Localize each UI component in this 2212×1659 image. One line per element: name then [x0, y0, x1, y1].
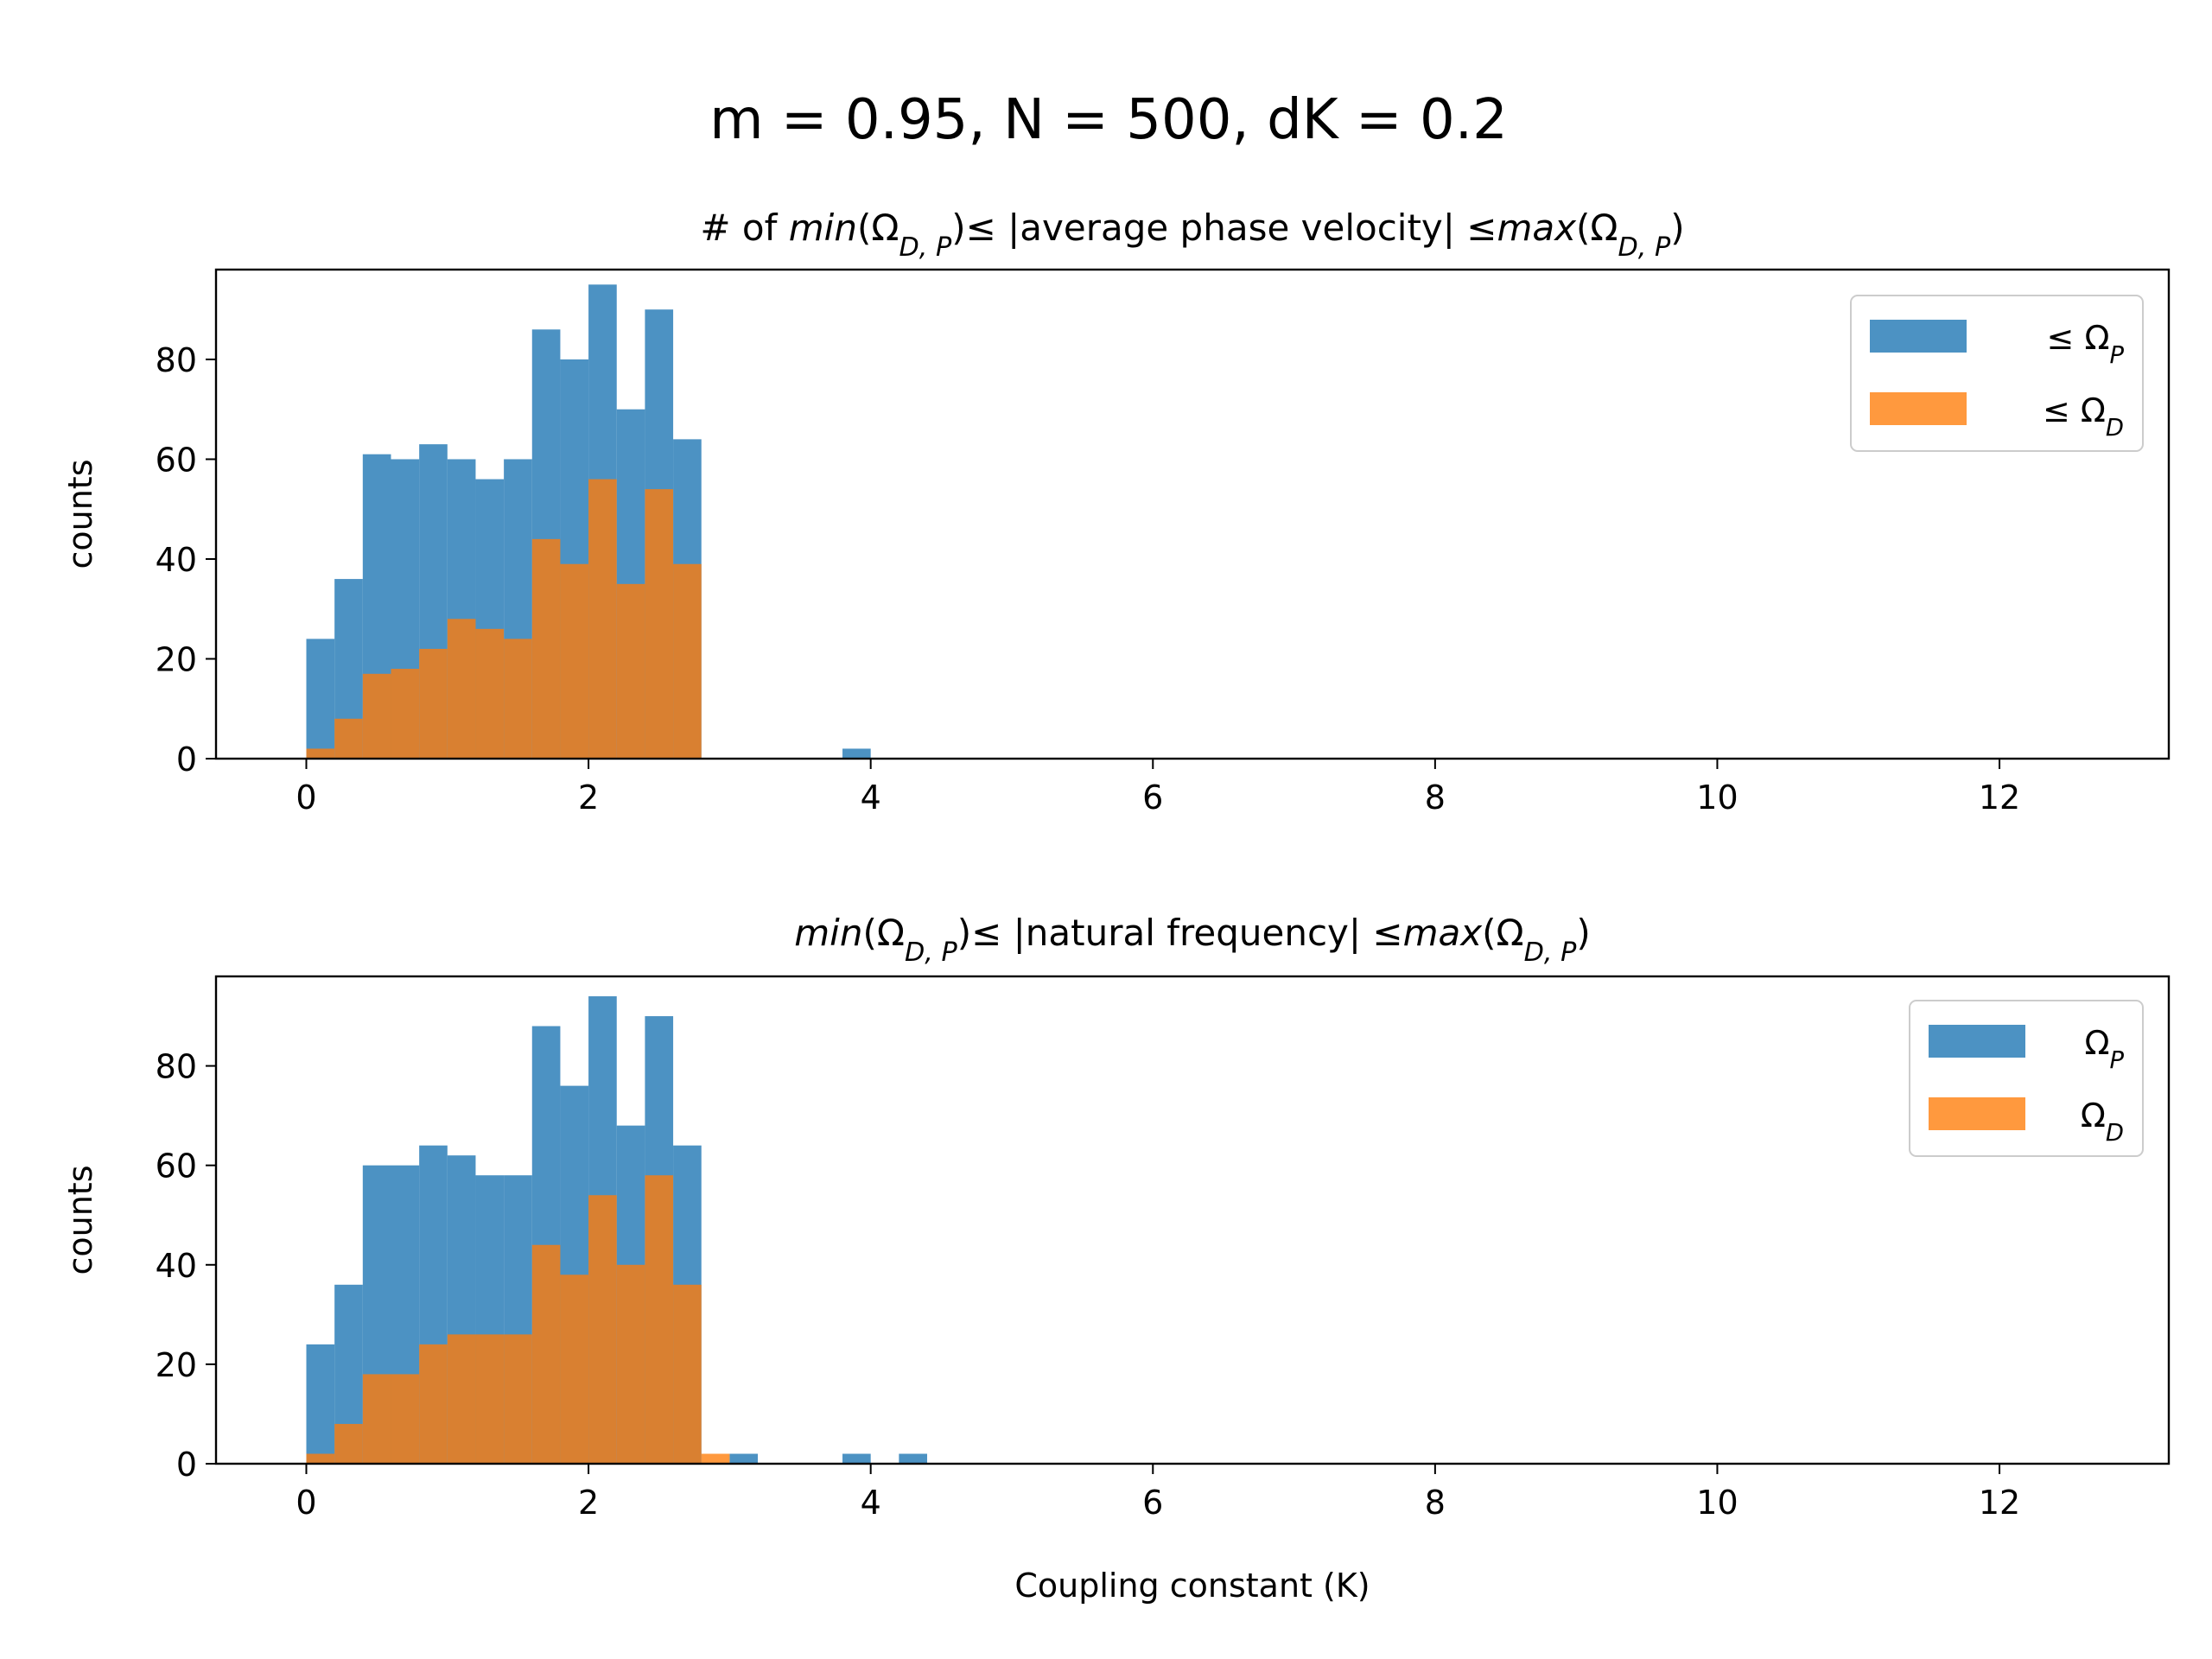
y-tick-label: 40: [156, 541, 197, 579]
bar-omega-d: [306, 748, 335, 759]
bar-omega-d: [504, 639, 532, 759]
x-tick-label: 8: [1425, 779, 1446, 817]
x-tick-label: 6: [1142, 1484, 1163, 1522]
x-tick-label: 6: [1142, 779, 1163, 817]
y-tick-label: 80: [156, 1048, 197, 1086]
bar-omega-d: [334, 1423, 363, 1464]
bar-omega-d: [362, 673, 391, 759]
y-tick-label: 60: [156, 441, 197, 479]
bar-omega-d: [362, 1374, 391, 1464]
bar-omega-d: [560, 563, 589, 759]
bar-omega-p: [842, 748, 871, 759]
bar-omega-p: [306, 639, 335, 759]
bottom-histogram-axes: 0 2 4 6 8 10 12 0 20 40 60 80 min(ΩD, P)≤ |natural f…: [61, 912, 2171, 1605]
bar-omega-d: [475, 628, 505, 759]
bar-omega-d: [391, 669, 420, 759]
bar-omega-d: [588, 479, 617, 759]
bar-omega-d: [504, 1334, 532, 1464]
axes-title: # of min(ΩD, P)≤ |average phase velocity…: [700, 207, 1684, 263]
x-tick-label: 0: [296, 1484, 316, 1522]
axes-frame: [214, 975, 2171, 1465]
legend-swatch: [1870, 320, 1967, 353]
legend-label: ≤ ΩP: [2047, 319, 2125, 369]
bar-omega-d: [616, 583, 645, 759]
bar-omega-d: [616, 1264, 645, 1464]
bar-omega-p: [306, 1344, 335, 1464]
x-axis-label: Coupling constant (K): [1014, 1567, 1370, 1605]
axes-frame: [214, 268, 2171, 760]
bar-omega-p: [899, 1453, 928, 1464]
bar-omega-d: [306, 1453, 335, 1464]
bar-omega-p: [729, 1453, 759, 1464]
y-tick-label: 20: [156, 1346, 197, 1384]
y-axis-label: counts: [61, 459, 99, 569]
x-tick-label: 8: [1425, 1484, 1446, 1522]
bar-omega-d: [531, 1244, 561, 1464]
bar-omega-d: [531, 538, 561, 759]
top-histogram-axes: 0 2 4 6 8 10 12 0 20 40 60 80 # of min(ΩD, P)≤ |aver…: [61, 207, 2171, 817]
y-tick-label: 0: [176, 741, 197, 779]
bar-omega-d: [560, 1274, 589, 1464]
bar-omega-d: [419, 648, 448, 759]
bar-omega-d: [673, 1284, 702, 1464]
x-tick-label: 2: [578, 1484, 599, 1522]
y-tick-label: 60: [156, 1147, 197, 1185]
legend-label: ΩP: [2084, 1024, 2124, 1074]
x-tick-label: 12: [1979, 1484, 2020, 1522]
axes-title: min(ΩD, P)≤ |natural frequency| ≤max(ΩD,…: [794, 912, 1590, 968]
bar-omega-d: [645, 489, 674, 759]
y-tick-label: 80: [156, 341, 197, 379]
legend-swatch: [1929, 1025, 2025, 1058]
y-tick-label: 40: [156, 1247, 197, 1285]
x-tick-label: 4: [861, 1484, 881, 1522]
x-tick-label: 2: [578, 779, 599, 817]
bar-omega-d: [645, 1175, 674, 1464]
legend-label: ≤ ΩD: [2043, 391, 2124, 442]
bar-omega-d: [673, 563, 702, 759]
x-tick-label: 4: [861, 779, 881, 817]
figure-suptitle: m = 0.95, N = 500, dK = 0.2: [709, 88, 1508, 152]
bar-omega-d: [391, 1374, 420, 1464]
y-tick-label: 0: [176, 1446, 197, 1484]
bar-omega-d: [475, 1334, 505, 1464]
bar-omega-d: [447, 619, 476, 759]
legend-label: ΩD: [2081, 1096, 2124, 1147]
bar-omega-d: [419, 1344, 448, 1464]
bar-omega-p: [842, 1453, 871, 1464]
x-tick-label: 10: [1696, 1484, 1738, 1522]
bar-omega-d: [447, 1334, 476, 1464]
x-tick-label: 12: [1979, 779, 2020, 817]
x-tick-label: 0: [296, 779, 316, 817]
bar-omega-d: [334, 718, 363, 759]
y-axis-label: counts: [61, 1165, 99, 1274]
x-tick-label: 10: [1696, 779, 1738, 817]
y-tick-label: 20: [156, 640, 197, 678]
bar-omega-d: [588, 1195, 617, 1464]
bar-omega-d: [701, 1453, 730, 1464]
legend-swatch: [1870, 392, 1967, 425]
legend-swatch: [1929, 1097, 2025, 1130]
